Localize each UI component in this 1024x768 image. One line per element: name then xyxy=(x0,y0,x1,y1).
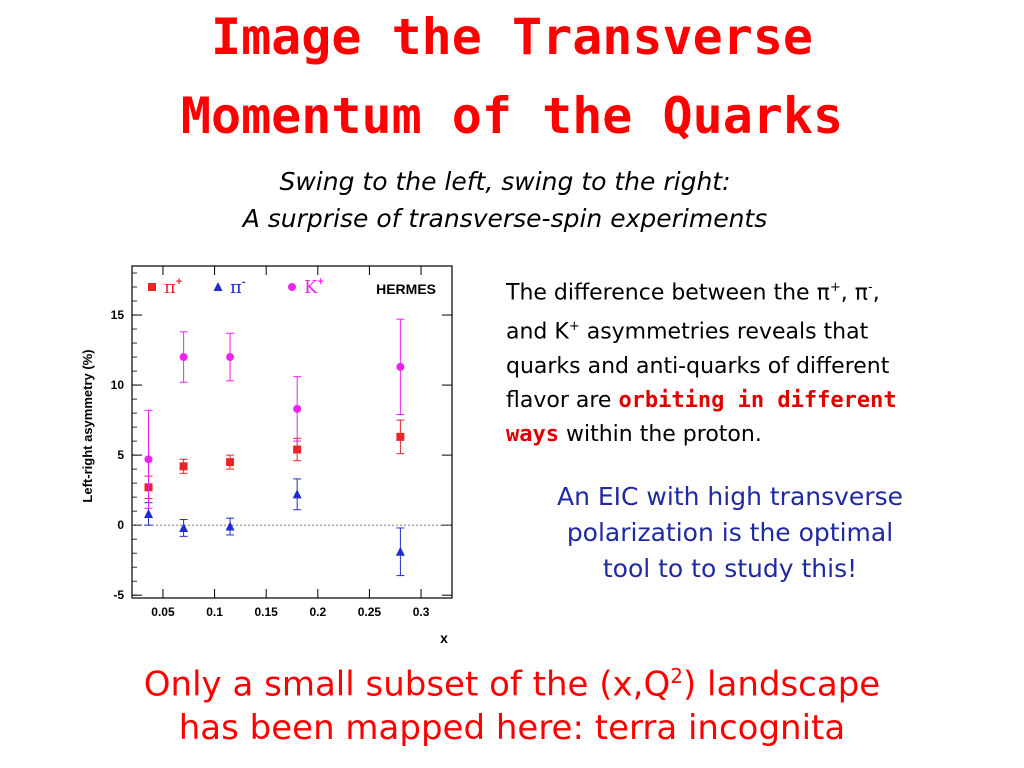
y-tick-label: -5 xyxy=(113,588,124,602)
bottom-statement-line1: Only a small subset of the (x,Q2) landsc… xyxy=(0,654,1024,706)
data-point xyxy=(226,458,235,467)
eic-line: tool to to study this! xyxy=(602,554,858,583)
x-tick-label: 0.25 xyxy=(358,605,382,619)
x-tick-label: 0.2 xyxy=(309,605,326,619)
subtitle-line2: A surprise of transverse-spin experiment… xyxy=(242,204,768,233)
legend-marker xyxy=(148,283,156,291)
bottom-sup: 2 xyxy=(670,664,683,688)
eic-statement: An EIC with high transverse polarization… xyxy=(500,479,960,587)
data-point xyxy=(226,353,235,362)
data-point xyxy=(225,521,235,531)
desc-text: within the proton. xyxy=(558,421,762,447)
plot-frame xyxy=(131,265,453,599)
legend-marker xyxy=(213,282,223,291)
slide-title-line2: Momentum of the Quarks xyxy=(180,87,844,145)
legend-charge: - xyxy=(242,276,246,288)
desc-text: and K xyxy=(506,319,569,345)
desc-text: , xyxy=(872,280,880,306)
legend-charge: + xyxy=(317,276,323,288)
slide-title-line1: Image the Transverse xyxy=(210,8,814,66)
legend-label: K+ xyxy=(304,276,324,298)
x-tick-label: 0.1 xyxy=(206,605,223,619)
asymmetry-chart: 0.05 0.1 0.15 0.2 0.25 0.3 -5 0 5 10 15 x Left-right… xyxy=(80,265,453,646)
desc-plus-sup: + xyxy=(829,280,841,295)
desc-pi-symbol: π xyxy=(854,280,868,306)
data-point xyxy=(293,445,302,454)
eic-line: An EIC with high transverse xyxy=(556,482,904,511)
desc-text: The difference between the xyxy=(506,280,817,306)
desc-highlight: ways xyxy=(506,421,559,447)
desc-minus-sup: - xyxy=(867,280,873,295)
x-tick-label: 0.15 xyxy=(255,605,279,619)
experiment-label: HERMES xyxy=(376,281,436,297)
x-tick-label: 0.3 xyxy=(413,605,430,619)
data-point xyxy=(179,522,189,532)
x-axis-label: x xyxy=(440,630,448,646)
legend-charge: + xyxy=(176,276,182,288)
data-point xyxy=(395,546,405,556)
data-point xyxy=(179,353,188,362)
y-tick-label: 5 xyxy=(117,448,124,462)
legend-label: π- xyxy=(230,276,246,298)
eic-line: polarization is the optimal xyxy=(566,518,894,547)
data-point xyxy=(293,404,302,413)
x-tick-label: 0.05 xyxy=(151,605,175,619)
legend-marker xyxy=(288,283,296,291)
bottom-statement-line2: has been mapped here: terra incognita xyxy=(178,708,846,748)
desc-text: asymmetries reveals that xyxy=(579,319,869,345)
data-point xyxy=(396,362,405,371)
desc-text: , xyxy=(840,280,855,306)
y-tick-label: 10 xyxy=(111,378,125,392)
data-point xyxy=(144,508,154,518)
y-tick-label: 15 xyxy=(111,308,125,322)
description-text: The difference between the π+, π-, and K… xyxy=(506,271,996,452)
bottom-text: Only a small subset of the (x,Q xyxy=(143,664,671,705)
desc-pi-symbol: π xyxy=(816,280,830,306)
data-point xyxy=(179,462,188,471)
desc-text: quarks and anti-quarks of different xyxy=(506,353,890,379)
data-point xyxy=(144,455,153,464)
desc-text: flavor are xyxy=(506,387,619,413)
bottom-text: ) landscape xyxy=(682,664,881,705)
desc-highlight: orbiting in different xyxy=(618,387,897,413)
y-axis-label: Left-right asymmetry (%) xyxy=(80,349,95,502)
y-tick-label: 0 xyxy=(117,518,124,532)
subtitle-line1: Swing to the left, swing to the right: xyxy=(279,167,731,196)
legend-label: π+ xyxy=(164,276,182,298)
data-point xyxy=(396,432,405,441)
data-point xyxy=(292,489,302,499)
desc-plus-sup: + xyxy=(568,319,580,335)
